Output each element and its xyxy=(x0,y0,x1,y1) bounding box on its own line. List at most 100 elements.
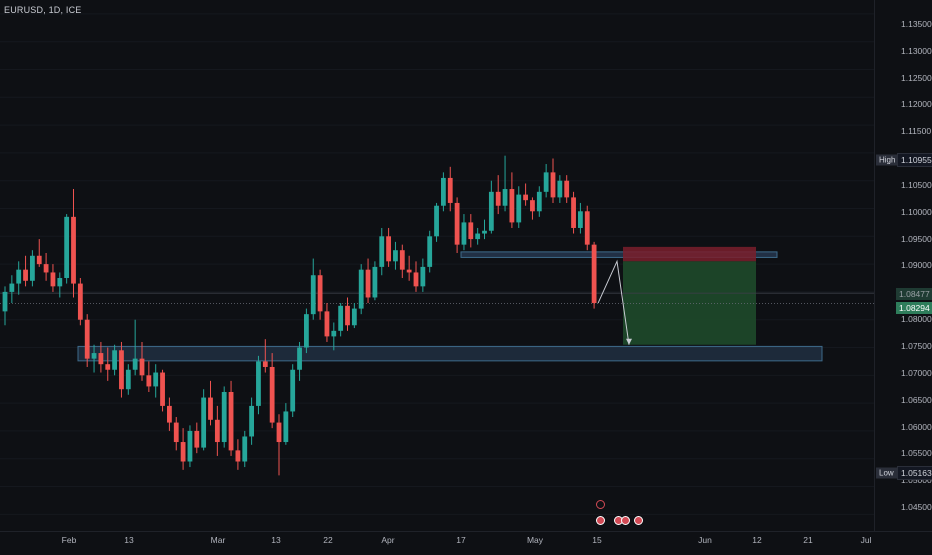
candle-body xyxy=(523,194,528,201)
candle-body xyxy=(386,236,391,262)
support-zone xyxy=(77,345,823,362)
time-tick: 17 xyxy=(456,535,466,545)
time-tick: Mar xyxy=(210,535,226,545)
candle-body xyxy=(290,369,296,412)
candle-body xyxy=(365,269,371,298)
candle-body xyxy=(406,269,412,273)
price-tick: 1.10500 xyxy=(901,180,932,190)
candle-body xyxy=(9,283,15,292)
candle-body xyxy=(91,353,97,359)
candle-body xyxy=(105,364,111,370)
alt-price-tag: 1.08477 xyxy=(896,288,932,300)
candle-body xyxy=(50,272,56,287)
candle-body xyxy=(434,205,439,237)
price-tick: 1.06500 xyxy=(901,395,932,405)
candle-body xyxy=(461,222,467,245)
candle-body xyxy=(536,191,542,212)
low-value: 1.05163 xyxy=(897,466,932,480)
candle-body xyxy=(482,230,487,234)
candle-body xyxy=(187,430,193,462)
time-axis[interactable] xyxy=(0,531,932,551)
time-tick: Apr xyxy=(381,535,395,545)
candle-body xyxy=(214,419,220,443)
projection-arrowhead xyxy=(626,338,632,345)
candle-body xyxy=(338,305,344,331)
candle-body xyxy=(256,361,261,406)
candle-body xyxy=(468,222,474,240)
candle-body xyxy=(132,358,138,370)
candle-body xyxy=(516,194,522,223)
candle-body xyxy=(351,308,357,326)
candle-body xyxy=(413,272,419,287)
candle-body xyxy=(228,391,234,451)
time-tick: May xyxy=(526,535,544,545)
symbol-label[interactable]: EURUSD, 1D, ICE xyxy=(4,5,82,15)
high-value: 1.10955 xyxy=(897,153,932,167)
price-tick: 1.07500 xyxy=(901,341,932,351)
price-tick: 1.09500 xyxy=(901,234,932,244)
candle-body xyxy=(509,189,515,223)
candle-body xyxy=(393,250,398,262)
price-tick: 1.06000 xyxy=(901,422,932,432)
economic-event-icon[interactable] xyxy=(596,516,605,525)
candle-body xyxy=(441,177,446,206)
earnings-icon[interactable] xyxy=(596,500,605,509)
projection-path xyxy=(597,259,630,345)
current-price-tag: 1.08294 xyxy=(896,302,932,314)
candle-body xyxy=(208,397,213,420)
time-tick: Feb xyxy=(61,535,77,545)
price-tick: 1.04500 xyxy=(901,502,932,512)
stop-loss-zone xyxy=(623,246,756,262)
candle-body xyxy=(530,200,535,212)
candle-body xyxy=(543,172,549,192)
price-tick: 1.13500 xyxy=(901,19,932,29)
candle-body xyxy=(379,236,385,267)
time-tick: 13 xyxy=(271,535,281,545)
candle-body xyxy=(310,275,316,315)
time-tick: 22 xyxy=(323,535,333,545)
candle-body xyxy=(180,442,186,462)
candle-body xyxy=(146,375,152,387)
candle-body xyxy=(564,180,570,198)
economic-event-icon[interactable] xyxy=(621,516,630,525)
candle-body xyxy=(276,422,282,443)
candle-body xyxy=(84,319,90,359)
price-tick: 1.05000 xyxy=(901,475,932,485)
time-tick: 15 xyxy=(592,535,602,545)
price-tick: 1.11500 xyxy=(901,126,932,136)
candle-body xyxy=(317,275,323,312)
candle-body xyxy=(249,405,254,437)
candle-body xyxy=(173,422,179,443)
candle-body xyxy=(201,397,207,448)
time-tick: Jul xyxy=(860,535,872,545)
candle-body xyxy=(488,191,494,231)
candle-body xyxy=(454,202,460,245)
price-tick: 1.05500 xyxy=(901,448,932,458)
price-tick: 1.09000 xyxy=(901,260,932,270)
economic-event-icon[interactable] xyxy=(634,516,643,525)
candle-body xyxy=(399,250,405,270)
price-tick: 1.12000 xyxy=(901,99,932,109)
candle-body xyxy=(57,278,63,287)
candle-body xyxy=(420,266,426,287)
time-tick: 12 xyxy=(752,535,762,545)
low-label: Low xyxy=(876,467,897,479)
candle-body xyxy=(495,191,501,206)
candle-body xyxy=(119,350,124,390)
candle-body xyxy=(167,405,172,423)
candle-body xyxy=(30,255,35,281)
candle-body xyxy=(23,269,28,281)
candle-body xyxy=(591,244,597,304)
candle-body xyxy=(194,430,200,448)
candle-body xyxy=(372,266,378,298)
candle-body xyxy=(36,255,42,265)
candle-body xyxy=(557,180,563,198)
price-tick: 1.13000 xyxy=(901,46,932,56)
candle-body xyxy=(283,411,289,443)
candle-body xyxy=(297,347,302,370)
candle-body xyxy=(502,189,508,206)
price-axis[interactable] xyxy=(874,0,932,531)
candle-body xyxy=(242,436,248,462)
